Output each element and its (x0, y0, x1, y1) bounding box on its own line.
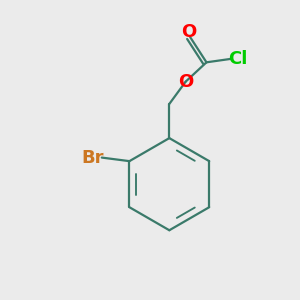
Text: Cl: Cl (229, 50, 248, 68)
Text: Br: Br (82, 148, 104, 166)
Text: O: O (181, 23, 196, 41)
Text: O: O (178, 73, 193, 91)
